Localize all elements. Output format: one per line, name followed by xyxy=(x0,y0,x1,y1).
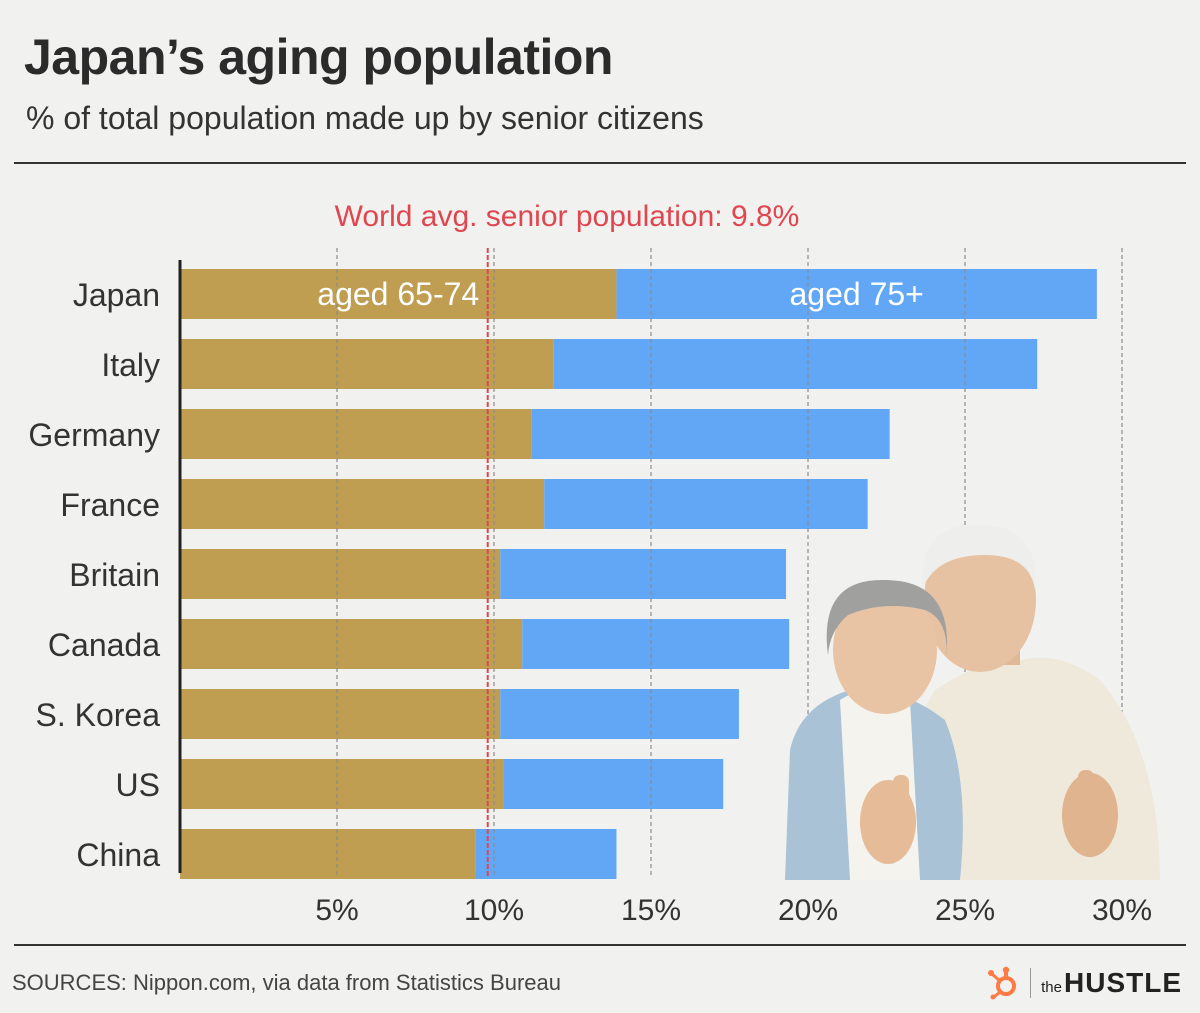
bar-65-74-france xyxy=(180,479,545,529)
category-label: Britain xyxy=(69,557,160,593)
category-label: China xyxy=(76,837,160,873)
bar-65-74-s-korea xyxy=(180,689,501,739)
x-tick-label: 30% xyxy=(1092,894,1152,927)
bar-65-74-britain xyxy=(180,549,501,599)
bar-75plus-germany xyxy=(531,409,890,459)
bar-65-74-canada xyxy=(180,619,523,669)
series-label-75plus: aged 75+ xyxy=(789,276,923,312)
top-divider xyxy=(14,162,1186,164)
chart-subtitle: % of total population made up by senior … xyxy=(26,100,704,136)
category-label: Japan xyxy=(73,277,160,313)
bottom-divider xyxy=(14,944,1186,946)
bar-65-74-germany xyxy=(180,409,532,459)
bar-75plus-us xyxy=(503,759,724,809)
bar-75plus-italy xyxy=(553,339,1038,389)
bar-75plus-china xyxy=(475,829,617,879)
bar-65-74-us xyxy=(180,759,504,809)
brand-the: the xyxy=(1041,979,1062,996)
x-tick-label: 10% xyxy=(464,894,524,927)
category-label: S. Korea xyxy=(35,697,160,733)
elderly-couple-photo xyxy=(785,524,1160,880)
hustle-logo: theHUSTLE xyxy=(986,966,1182,1000)
sources-text: SOURCES: Nippon.com, via data from Stati… xyxy=(12,970,561,995)
bar-75plus-canada xyxy=(522,619,790,669)
bar-75plus-britain xyxy=(500,549,787,599)
bar-75plus-france xyxy=(544,479,868,529)
chart-title: Japan’s aging population xyxy=(24,29,613,85)
bar-65-74-japan xyxy=(180,269,617,319)
hubspot-sprocket-icon xyxy=(988,966,1017,1000)
x-tick-label: 5% xyxy=(315,894,358,927)
brand-name: HUSTLE xyxy=(1064,967,1182,998)
category-label: US xyxy=(116,767,160,803)
x-tick-label: 20% xyxy=(778,894,838,927)
category-label: Canada xyxy=(48,627,160,663)
category-label: France xyxy=(60,487,160,523)
stacked-bar-chart: Japan Italy Germany France Britain Canada S. K… xyxy=(28,200,1160,927)
brand-wordmark: theHUSTLE xyxy=(1041,967,1182,999)
bar-65-74-italy xyxy=(180,339,554,389)
logo-divider xyxy=(1030,968,1032,998)
series-label-65-74: aged 65-74 xyxy=(317,276,479,312)
bar-65-74-china xyxy=(180,829,476,879)
x-tick-label: 25% xyxy=(935,894,995,927)
category-label: Italy xyxy=(101,347,160,383)
category-label: Germany xyxy=(28,417,160,453)
bar-75plus-japan xyxy=(616,269,1097,319)
x-tick-label: 15% xyxy=(621,894,681,927)
world-average-label: World avg. senior population: 9.8% xyxy=(335,200,800,233)
bar-75plus-s-korea xyxy=(500,689,739,739)
